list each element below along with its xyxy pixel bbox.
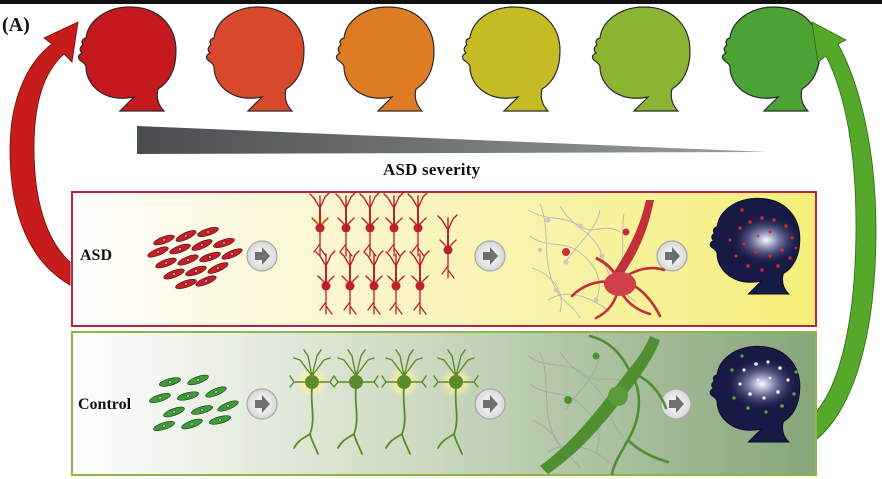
control-brain-head-icon [709,345,801,443]
asd-network-icon [527,200,666,320]
severity-heads-row [77,6,821,112]
severity-label: ASD severity [383,160,481,179]
chevron-arrow-icon [656,240,688,272]
control-row-label: Control [78,396,132,413]
severity-wedge [137,126,768,154]
asd-row-label: ASD [80,247,113,264]
baby-head-icon [77,6,177,112]
chevron-arrow-icon [246,388,278,420]
control-network-icon [527,334,670,476]
baby-head-icon [335,6,435,112]
asd-brain-head-icon [709,197,801,295]
chevron-arrow-icon [474,388,506,420]
asd-curved-arrow [9,21,79,286]
baby-head-icon [461,6,561,112]
baby-head-icon [205,6,305,112]
asd-neurons-icon [309,192,458,315]
chevron-arrow-icon [474,240,506,272]
control-neurons-icon [289,349,479,455]
baby-head-icon [721,6,821,112]
chevron-arrow-icon [246,240,278,272]
control-row-panel [71,331,817,476]
control-curved-arrow [811,21,877,441]
panel-label: (A) [2,14,30,36]
top-border [0,0,882,4]
baby-head-icon [591,6,691,112]
